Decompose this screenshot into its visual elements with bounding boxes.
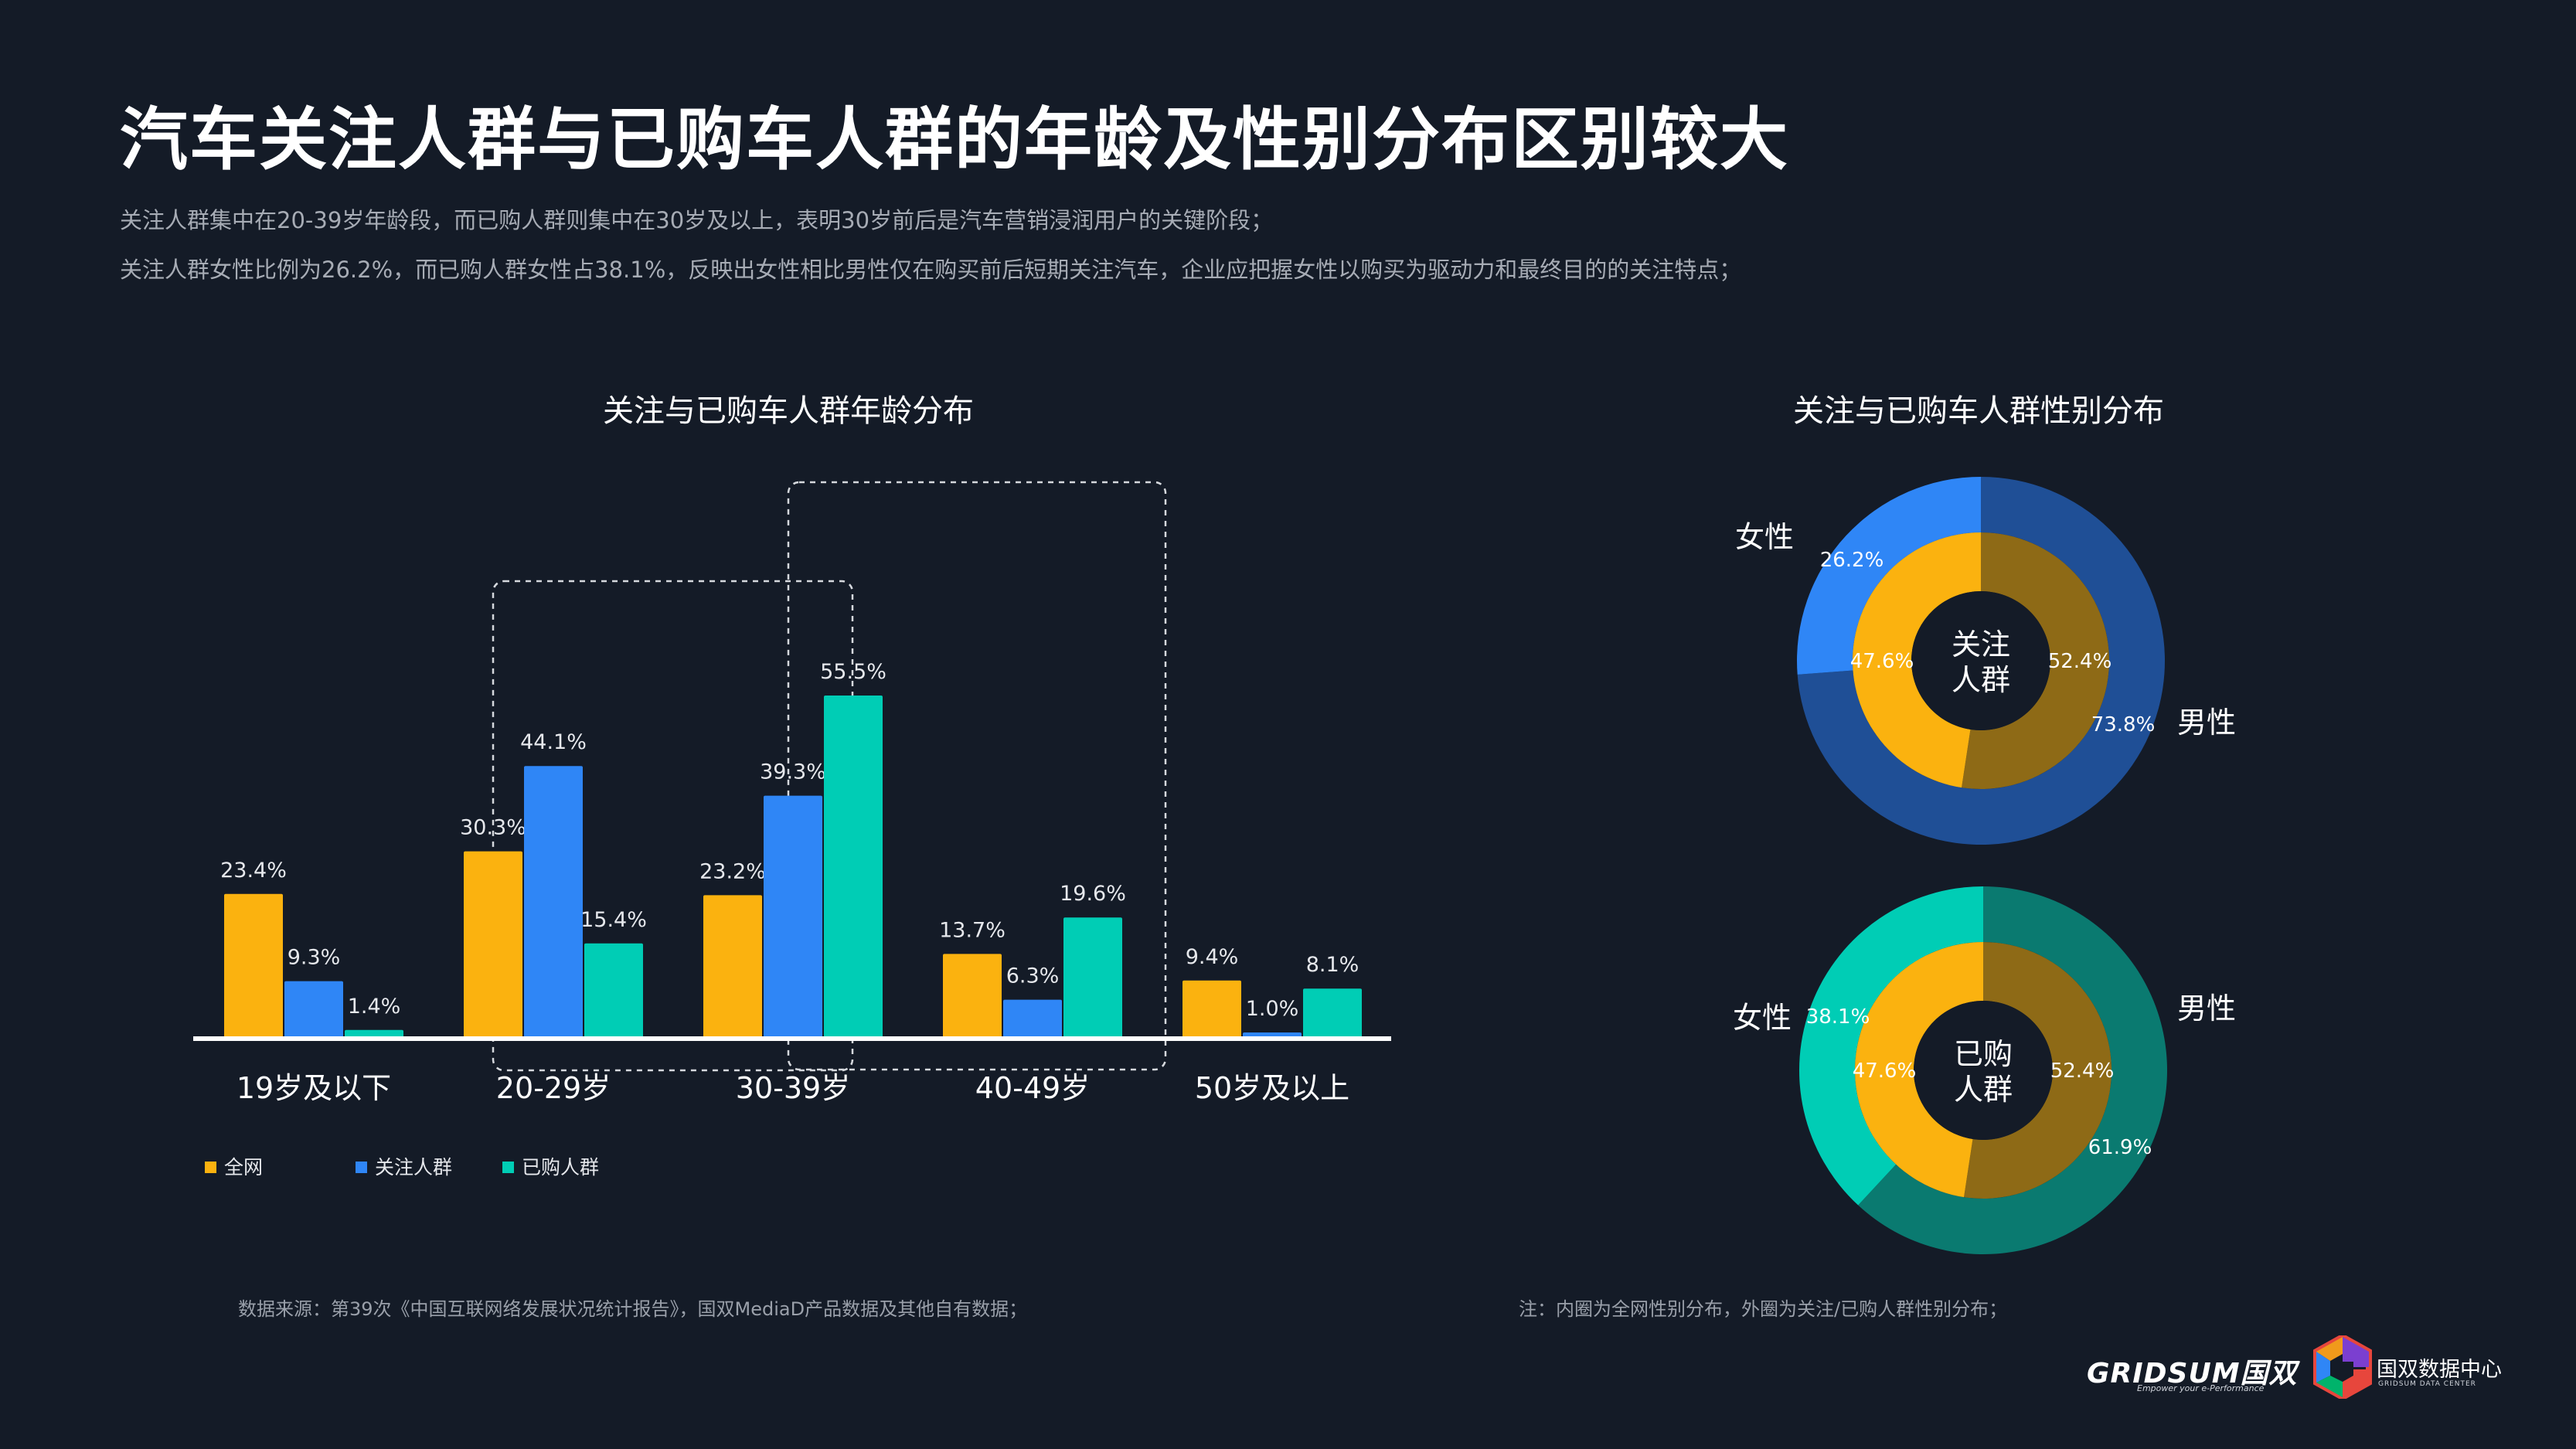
source-note: 数据来源：第39次《中国互联网络发展状况统计报告》，国双MediaD产品数据及其… [238, 1298, 1028, 1320]
bar-value-label: 9.4% [1186, 945, 1239, 969]
legend-swatch [205, 1162, 216, 1173]
legend-swatch [356, 1162, 367, 1173]
x-tick-label: 50岁及以上 [1195, 1071, 1349, 1105]
inner-ring-male-slice [1962, 532, 2109, 789]
bar-chart-title: 关注与已购车人群年龄分布 [603, 393, 974, 429]
bar [1183, 980, 1241, 1039]
bar [1063, 917, 1122, 1039]
outer-ring-female-slice [1798, 886, 1983, 1206]
gridsum-logo: GRIDSUM国双 [2087, 1358, 2298, 1389]
male-label: 男性 [2177, 992, 2236, 1026]
bar [703, 895, 762, 1039]
bar [524, 766, 583, 1039]
x-tick-label: 19岁及以下 [237, 1071, 391, 1105]
bar-value-label: 8.1% [1306, 953, 1359, 977]
outer-male-value: 61.9% [2088, 1136, 2152, 1159]
page-title: 汽车关注人群与已购车人群的年龄及性别分布区别较大 [120, 100, 1790, 179]
bar [224, 893, 283, 1039]
donut-center-label: 关注 [1952, 628, 2010, 662]
subtitle-line-2: 关注人群女性比例为26.2%，而已购人群女性占38.1%，反映出女性相比男性仅在… [120, 257, 1742, 283]
inner-ring-male-slice [1964, 942, 2112, 1199]
bar-value-label: 1.0% [1246, 997, 1299, 1021]
donut-note: 注：内圈为全网性别分布，外圈为关注/已购人群性别分布； [1519, 1298, 2008, 1320]
data-center-logo-text: 国双数据中心 [2377, 1358, 2502, 1382]
female-label: 女性 [1733, 1001, 1792, 1035]
gridsum-logo-tagline: Empower your e-Performance [2137, 1383, 2265, 1393]
inner-male-value: 52.4% [2050, 1060, 2115, 1083]
bar [764, 795, 822, 1039]
outer-male-value: 73.8% [2091, 713, 2156, 736]
outer-ring-male-slice [1858, 886, 2167, 1254]
outer-ring-female-slice [1797, 477, 1981, 675]
bar [1003, 999, 1062, 1039]
bar-value-label: 19.6% [1060, 882, 1126, 906]
bar-value-label: 9.3% [288, 946, 341, 970]
bar-value-label: 13.7% [939, 918, 1006, 942]
donut-center [1911, 591, 2050, 730]
legend-label: 已购人群 [522, 1156, 599, 1179]
data-center-logo-icon [2313, 1335, 2372, 1399]
x-tick-label: 40-49岁 [975, 1071, 1090, 1105]
donut-chart-title: 关注与已购车人群性别分布 [1793, 393, 2164, 429]
data-center-logo-subtext: GRIDSUM DATA CENTER [2378, 1380, 2476, 1388]
outer-ring-male-slice [1797, 477, 2165, 845]
bar-value-label: 30.3% [460, 816, 526, 840]
donut-center-label: 人群 [1952, 663, 2010, 697]
male-label: 男性 [2177, 706, 2236, 740]
bar-value-label: 1.4% [348, 995, 401, 1019]
bar [584, 943, 643, 1039]
outer-female-value: 26.2% [1820, 549, 1884, 572]
bar-value-label: 23.4% [220, 859, 287, 883]
female-label: 女性 [1735, 520, 1794, 554]
outer-female-value: 38.1% [1806, 1005, 1870, 1029]
bar-value-label: 55.5% [820, 660, 886, 684]
legend-label: 关注人群 [375, 1156, 452, 1179]
inner-ring-female-slice [1855, 942, 1983, 1198]
x-tick-label: 30-39岁 [736, 1071, 850, 1105]
legend-label: 全网 [224, 1156, 263, 1179]
bar [824, 696, 883, 1039]
inner-ring-female-slice [1852, 532, 1981, 788]
bar-value-label: 44.1% [520, 730, 587, 754]
subtitle-line-1: 关注人群集中在20-39岁年龄段，而已购人群则集中在30岁及以上，表明30岁前后… [120, 207, 1274, 233]
bar-value-label: 15.4% [580, 908, 647, 932]
bar [284, 981, 343, 1039]
inner-female-value: 47.6% [1853, 1060, 1917, 1083]
bar-value-label: 6.3% [1006, 964, 1060, 988]
inner-female-value: 47.6% [1850, 650, 1914, 673]
x-tick-label: 20-29岁 [496, 1071, 611, 1105]
donut-center [1914, 1001, 2053, 1140]
inner-male-value: 52.4% [2048, 650, 2112, 673]
donut-center-label: 已购 [1954, 1037, 2013, 1071]
donut-center-label: 人群 [1954, 1073, 2013, 1107]
legend-swatch [502, 1162, 514, 1173]
bar [1303, 988, 1362, 1039]
bar-value-label: 39.3% [760, 760, 826, 784]
bar [464, 851, 522, 1039]
highlight-box-30-39 [787, 481, 1167, 1071]
bar [943, 954, 1002, 1039]
bar-value-label: 23.2% [699, 859, 766, 883]
